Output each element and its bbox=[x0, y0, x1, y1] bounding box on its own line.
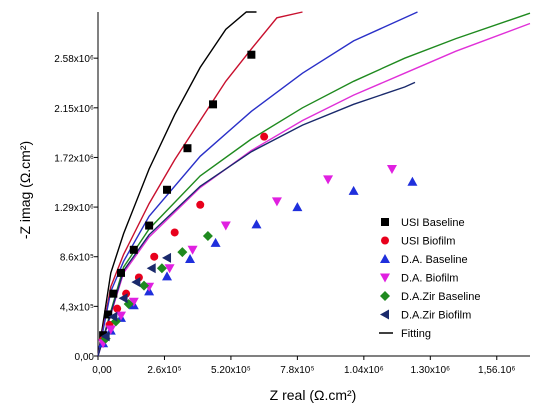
data-point bbox=[185, 254, 196, 264]
legend-label: USI Biofilm bbox=[401, 236, 455, 248]
data-point bbox=[156, 263, 167, 274]
x-tick-label: 2.6x10⁵ bbox=[147, 365, 181, 376]
x-tick-label: 0,00 bbox=[92, 365, 112, 376]
data-point bbox=[123, 299, 134, 310]
data-point bbox=[162, 271, 173, 281]
y-tick-label: 2.15x10⁶ bbox=[54, 104, 94, 115]
data-point bbox=[386, 164, 397, 174]
data-point bbox=[271, 197, 282, 207]
data-point bbox=[407, 176, 418, 186]
data-point bbox=[163, 185, 172, 194]
data-point bbox=[129, 245, 138, 254]
legend-marker bbox=[381, 236, 389, 245]
y-axis-ticks: 0,00 4,3x10⁵ 8.6x10⁵ 1.29x10⁶ 1.72x10⁶ 2.15x1… bbox=[54, 54, 98, 363]
data-point bbox=[131, 277, 141, 288]
y-tick-label: 4,3x10⁵ bbox=[60, 302, 94, 313]
x-axis-ticks: 0,00 2.6x10⁵ 5.20x10⁵ 7.8x10⁵ 1.04x10⁶ 1.30x1… bbox=[92, 356, 516, 376]
y-tick-label: 1.72x10⁶ bbox=[54, 153, 94, 164]
legend-label: D.A. Baseline bbox=[401, 254, 468, 266]
legend-label: D.A. Biofilm bbox=[401, 273, 458, 285]
fitting-curve bbox=[97, 22, 531, 357]
data-point bbox=[139, 280, 150, 291]
fitting-curve bbox=[97, 11, 257, 357]
fitting-curve bbox=[97, 12, 531, 357]
x-tick-label: 1,56.10⁶ bbox=[478, 365, 515, 376]
axes bbox=[97, 12, 530, 357]
y-tick-label: 8.6x10⁵ bbox=[60, 253, 94, 264]
data-point bbox=[164, 264, 175, 274]
fitting-curves bbox=[97, 11, 531, 357]
data-point bbox=[260, 132, 269, 141]
data-point bbox=[113, 304, 122, 313]
y-tick-label: 1.29x10⁶ bbox=[54, 203, 94, 214]
x-tick-label: 5.20x10⁵ bbox=[211, 365, 251, 376]
data-point bbox=[150, 252, 159, 261]
legend-label: USI Baseline bbox=[401, 217, 465, 229]
data-point bbox=[109, 289, 118, 298]
legend-label: D.A.Zir Biofilm bbox=[401, 310, 471, 322]
y-tick-label: 2.58x10⁶ bbox=[54, 54, 94, 65]
x-tick-label: 1.04x10⁶ bbox=[344, 365, 384, 376]
data-point bbox=[247, 50, 256, 59]
data-point bbox=[183, 144, 192, 153]
legend-marker bbox=[381, 218, 389, 226]
legend: USI Baseline USI Biofilm D.A. Baseline D.A.… bbox=[379, 217, 480, 340]
data-point bbox=[128, 297, 139, 307]
data-point bbox=[170, 228, 179, 237]
data-point bbox=[348, 185, 359, 195]
data-point bbox=[220, 221, 231, 231]
data-point bbox=[145, 221, 154, 230]
data-point bbox=[323, 175, 334, 185]
data-point bbox=[105, 325, 116, 335]
legend-label: D.A.Zir Baseline bbox=[401, 291, 480, 303]
legend-marker bbox=[380, 273, 390, 283]
legend-marker bbox=[380, 254, 390, 263]
data-point bbox=[177, 247, 188, 258]
data-point bbox=[292, 202, 303, 212]
data-point bbox=[108, 311, 118, 322]
x-tick-label: 7.8x10⁵ bbox=[280, 365, 314, 376]
data-point bbox=[202, 230, 213, 241]
y-tick-label: 0,00 bbox=[75, 352, 95, 363]
y-axis-label: -Z imag (Ω.cm²) bbox=[17, 141, 33, 239]
legend-marker bbox=[380, 309, 389, 320]
x-axis-label: Z real (Ω.cm²) bbox=[270, 387, 357, 403]
data-points bbox=[98, 50, 418, 349]
legend-marker bbox=[380, 291, 390, 301]
x-tick-label: 1.30x10⁶ bbox=[410, 365, 450, 376]
data-point bbox=[251, 219, 262, 229]
data-point bbox=[187, 245, 198, 255]
data-point bbox=[162, 252, 172, 263]
data-point bbox=[146, 263, 156, 274]
legend-label-fitting: Fitting bbox=[401, 328, 431, 340]
data-point bbox=[210, 237, 221, 247]
data-point bbox=[104, 310, 113, 319]
data-point bbox=[116, 311, 127, 321]
data-point bbox=[209, 100, 218, 109]
data-point bbox=[100, 331, 110, 342]
data-point bbox=[118, 293, 128, 304]
fitting-curve bbox=[97, 11, 418, 357]
data-point bbox=[196, 200, 205, 209]
data-point bbox=[117, 268, 126, 277]
fitting-curve bbox=[97, 81, 416, 357]
